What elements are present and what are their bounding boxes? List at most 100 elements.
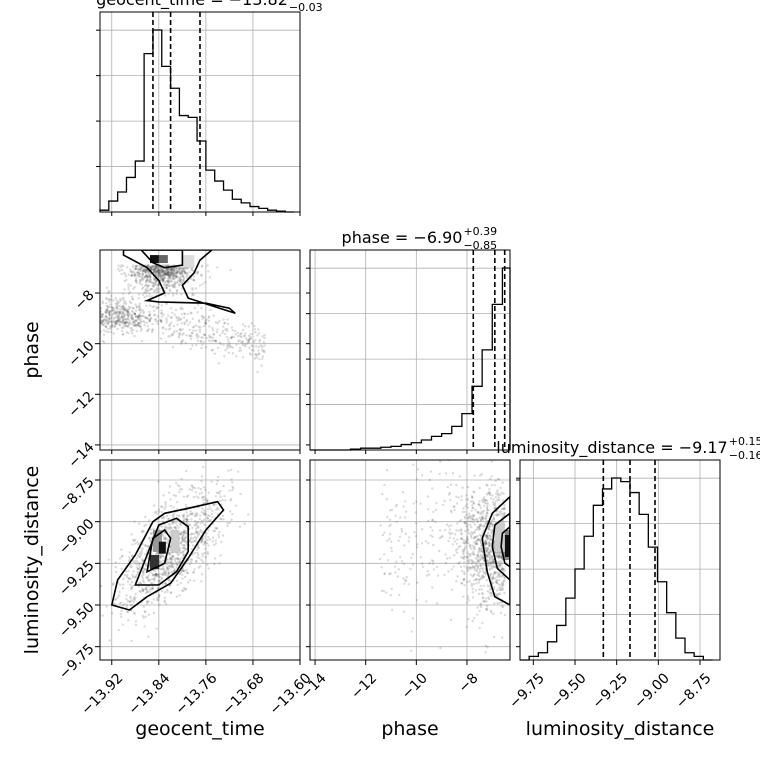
- sample-point: [153, 266, 157, 270]
- sample-point: [136, 560, 139, 563]
- sample-point: [114, 321, 118, 324]
- sample-point: [165, 284, 168, 287]
- sample-point: [470, 562, 474, 565]
- sample-point: [253, 328, 256, 331]
- sample-point: [151, 330, 154, 334]
- sample-point: [492, 558, 495, 561]
- sample-point: [201, 552, 204, 555]
- sample-point: [181, 536, 184, 539]
- sample-point: [404, 532, 407, 536]
- sample-point: [465, 494, 468, 497]
- sample-point: [161, 269, 164, 272]
- sample-point: [139, 555, 142, 559]
- sample-point: [213, 529, 217, 533]
- sample-point: [227, 469, 230, 472]
- sample-point: [149, 287, 153, 291]
- sample-point: [445, 523, 449, 526]
- sample-point: [160, 267, 163, 270]
- sample-point: [495, 579, 499, 582]
- sample-point: [175, 292, 178, 295]
- sample-point: [229, 337, 233, 340]
- sample-point: [487, 551, 491, 554]
- sample-point: [141, 314, 145, 318]
- sample-point: [476, 613, 479, 616]
- sample-point: [415, 478, 419, 481]
- sample-point: [186, 571, 189, 575]
- sample-point: [216, 346, 220, 349]
- sample-point: [460, 533, 463, 536]
- sample-point: [478, 570, 482, 573]
- sample-point: [494, 571, 498, 574]
- sample-point: [473, 548, 476, 551]
- sample-point: [412, 502, 415, 505]
- sample-point: [176, 269, 179, 272]
- sample-point: [466, 569, 470, 572]
- sample-point: [140, 327, 143, 331]
- sample-point: [503, 507, 506, 510]
- sample-point: [247, 339, 251, 343]
- sample-point: [155, 551, 159, 555]
- sample-point: [101, 323, 104, 327]
- sample-point: [485, 604, 489, 608]
- sample-point: [182, 589, 185, 593]
- sample-point: [480, 547, 483, 550]
- sample-point: [228, 344, 231, 347]
- sample-point: [204, 488, 207, 492]
- sample-point: [470, 582, 473, 586]
- sample-point: [101, 614, 104, 617]
- sample-point: [153, 271, 156, 274]
- sample-point: [379, 524, 382, 527]
- sample-point: [184, 587, 188, 591]
- sample-point: [412, 463, 415, 466]
- sample-point: [448, 556, 452, 560]
- sample-point: [191, 278, 195, 281]
- sample-point: [126, 312, 130, 315]
- sample-point: [238, 339, 241, 342]
- sample-point: [165, 286, 168, 289]
- sample-point: [188, 334, 191, 337]
- sample-point: [167, 292, 170, 295]
- sample-point: [167, 274, 171, 277]
- sample-point: [200, 539, 203, 542]
- sample-point: [166, 264, 169, 267]
- sample-point: [466, 559, 470, 563]
- sample-point: [431, 586, 434, 589]
- sample-point: [166, 273, 169, 276]
- sample-point: [491, 494, 494, 497]
- sample-point: [181, 268, 185, 271]
- sample-point: [176, 270, 179, 274]
- sample-point: [112, 312, 115, 315]
- sample-point: [126, 309, 129, 313]
- sample-point: [163, 570, 166, 574]
- sample-point: [467, 512, 471, 515]
- sample-point: [226, 329, 229, 333]
- sample-point: [414, 534, 418, 538]
- sample-point: [114, 322, 118, 326]
- sample-point: [496, 575, 499, 578]
- sample-point: [186, 581, 190, 584]
- sample-point: [193, 519, 197, 523]
- sample-point: [175, 595, 178, 598]
- sample-point: [239, 349, 243, 352]
- sample-point: [488, 491, 491, 494]
- sample-point: [114, 597, 117, 601]
- sample-point: [488, 524, 491, 528]
- sample-point: [183, 531, 186, 534]
- sample-point: [122, 308, 126, 311]
- sample-point: [482, 575, 485, 578]
- sample-point: [460, 498, 463, 502]
- sample-point: [191, 292, 194, 295]
- sample-point: [446, 485, 449, 489]
- sample-point: [165, 271, 168, 274]
- sample-point: [121, 316, 124, 320]
- sample-point: [190, 268, 193, 272]
- sample-point: [130, 295, 134, 298]
- sample-point: [157, 320, 160, 323]
- sample-point: [170, 558, 173, 561]
- sample-point: [473, 518, 476, 522]
- sample-point: [168, 277, 171, 280]
- sample-point: [493, 560, 496, 563]
- sample-point: [121, 604, 125, 607]
- sample-point: [168, 274, 172, 277]
- sample-point: [484, 499, 488, 502]
